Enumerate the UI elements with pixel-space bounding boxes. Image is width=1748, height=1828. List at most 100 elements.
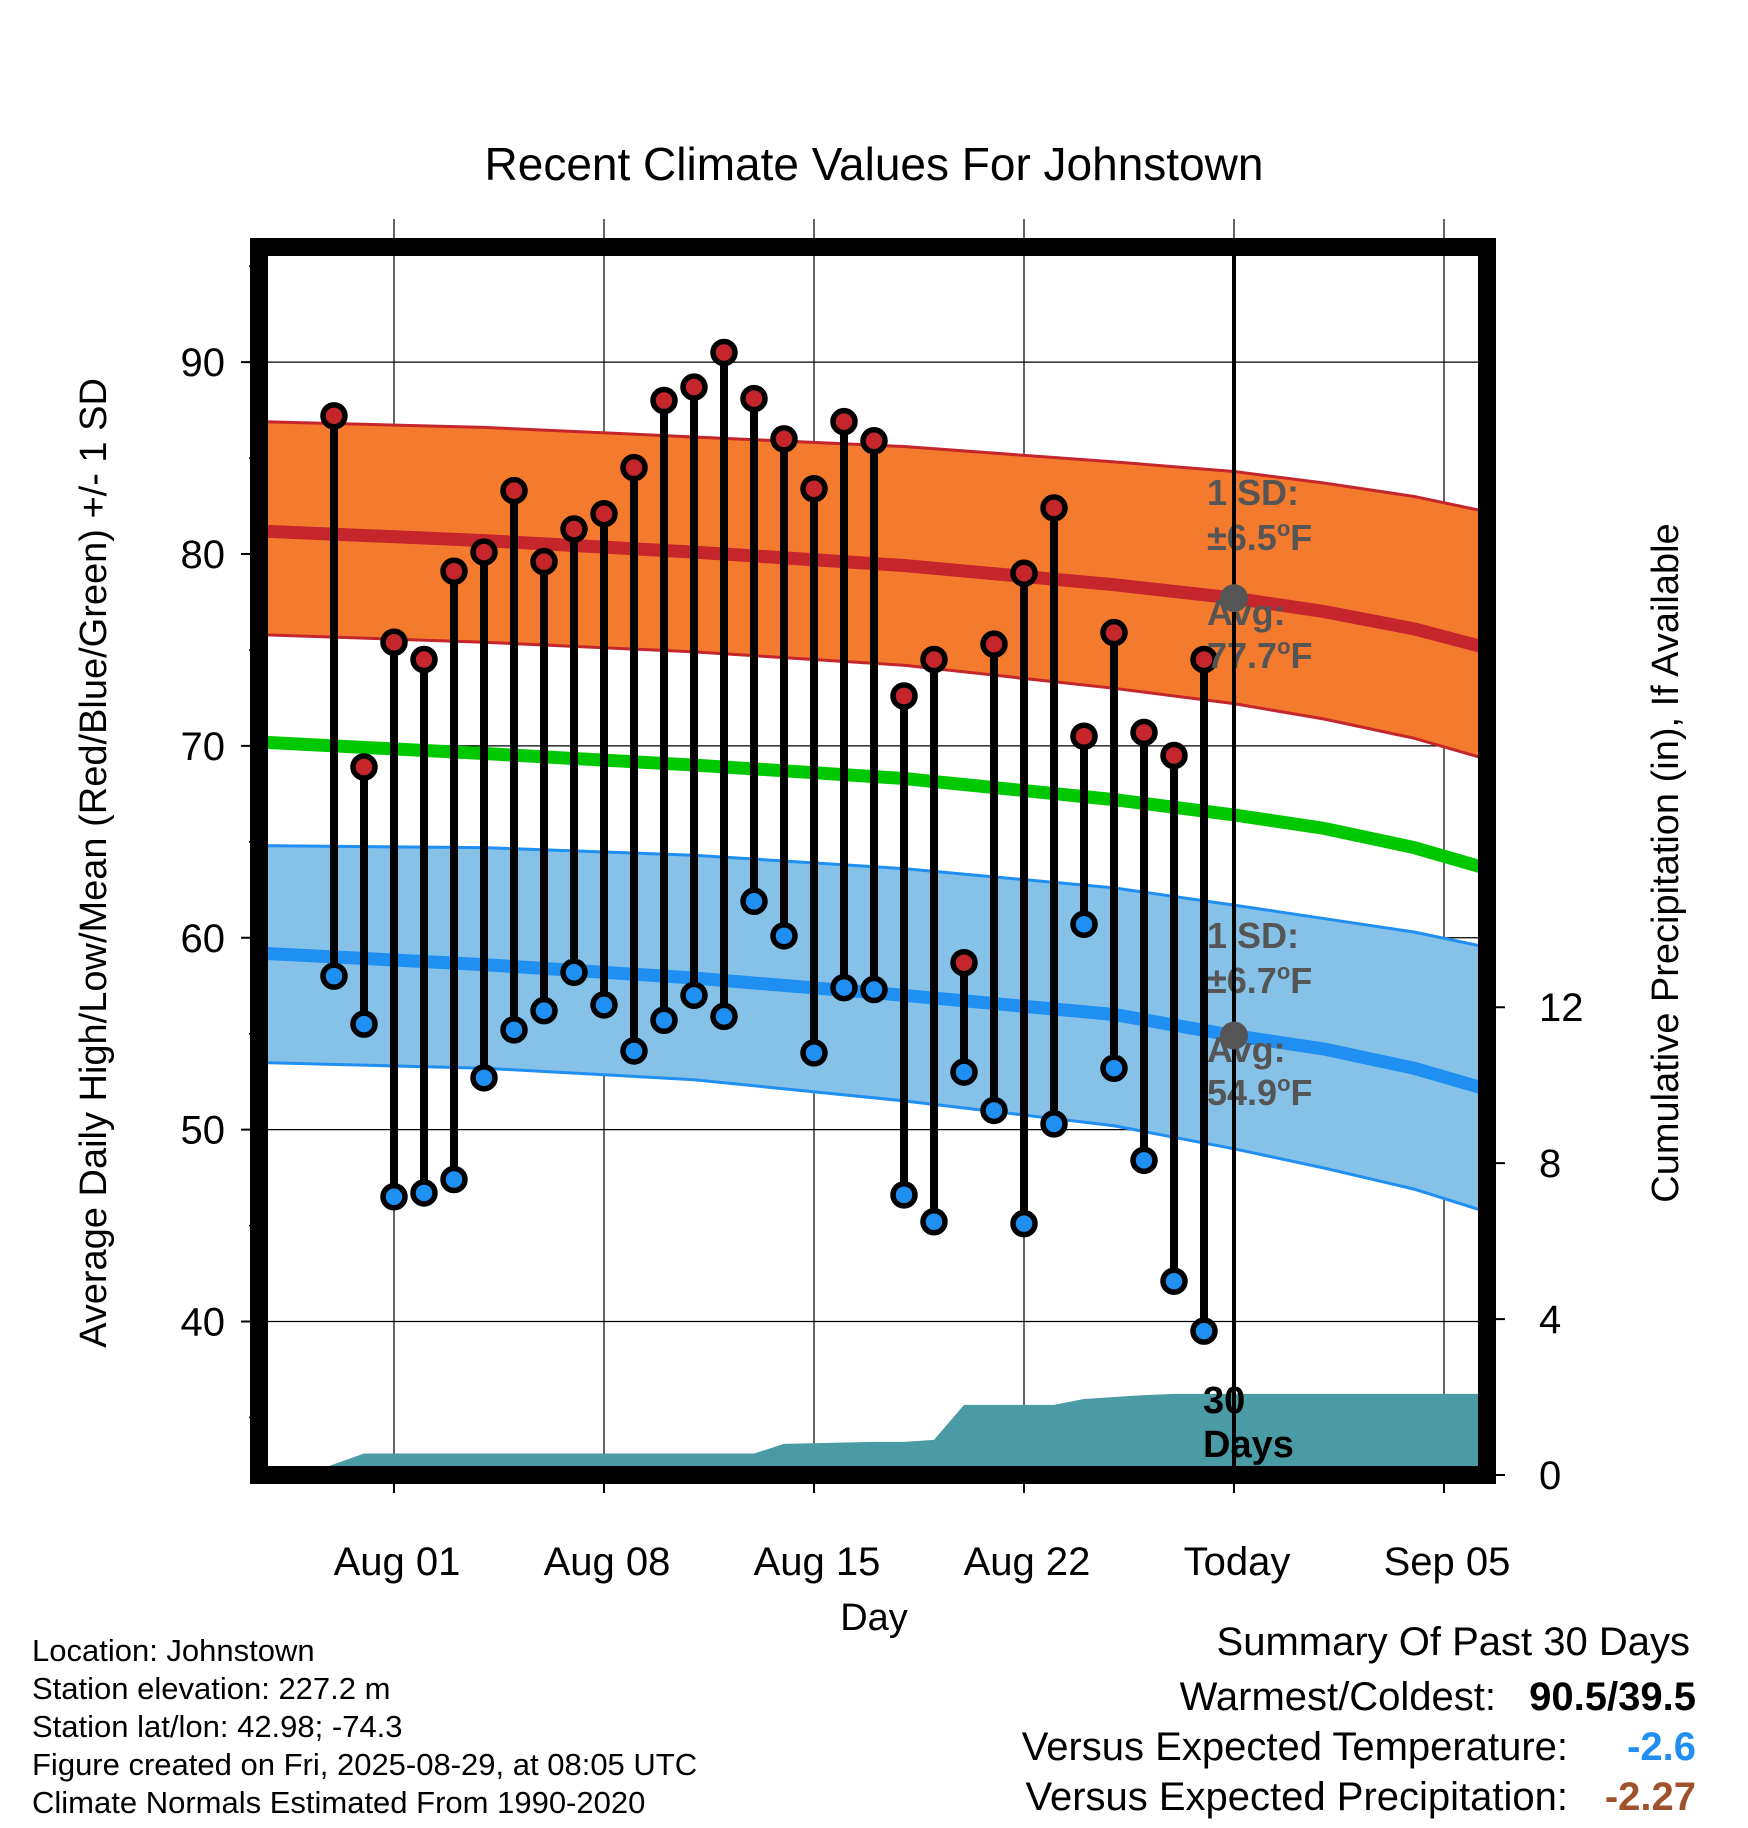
high-point [1100, 618, 1128, 647]
low-sd-lower-line [259, 1060, 1487, 1214]
summary-precip-value: -2.27 [1604, 1775, 1696, 1819]
high-point [740, 384, 768, 413]
high-sd-value: ±6.5oF [1207, 516, 1312, 558]
high-point [1190, 645, 1218, 674]
low-point [740, 887, 768, 916]
high-mean-line [259, 524, 1487, 655]
high-point [470, 538, 498, 566]
high-point [1070, 722, 1098, 751]
y2-axis-label: Cumulative Precipitation (in), If Availa… [1645, 523, 1687, 1202]
low-sd-band [259, 845, 1487, 1213]
low-point [590, 991, 618, 1019]
low-point [1130, 1146, 1158, 1175]
low-point [440, 1165, 468, 1194]
low-point [980, 1096, 1008, 1125]
high-point [1010, 559, 1038, 587]
x-axis-label: Day [840, 1597, 908, 1639]
daily-range-stems [330, 352, 1208, 1332]
high-point [860, 427, 888, 455]
summary-title: Summary Of Past 30 Days [1216, 1620, 1690, 1664]
low-sd-degree: o [1277, 959, 1290, 984]
low-sd-value: ±6.7oF [1207, 959, 1312, 1001]
x-tick-label: Aug 22 [964, 1540, 1091, 1584]
low-point [1190, 1317, 1218, 1345]
low-point [1070, 910, 1098, 939]
low-point [950, 1058, 978, 1086]
low-point [530, 996, 558, 1025]
high-point [590, 499, 618, 528]
low-point [380, 1183, 408, 1211]
y2-tick-label: 0 [1539, 1454, 1561, 1498]
footer-created: Figure created on Fri, 2025-08-29, at 08… [32, 1747, 698, 1782]
footer-latlon: Station lat/lon: 42.98; -74.3 [32, 1709, 403, 1744]
low-point [560, 958, 588, 987]
low-point [1010, 1209, 1038, 1238]
high-point [320, 402, 348, 430]
days-label-2: Days [1203, 1424, 1294, 1466]
high-point [410, 645, 438, 674]
low-point [1100, 1054, 1128, 1082]
low-avg-value: 54.9oF [1207, 1071, 1313, 1113]
chart-title: Recent Climate Values For Johnstown [485, 138, 1264, 190]
x-tick-label: Sep 05 [1384, 1540, 1511, 1584]
low-point [1040, 1110, 1068, 1138]
high-point [620, 453, 648, 482]
high-point [530, 547, 558, 576]
y2-tick-label: 4 [1539, 1298, 1561, 1342]
y2-tick-label: 8 [1539, 1142, 1561, 1186]
high-point [350, 753, 378, 781]
low-point [680, 981, 708, 1010]
high-avg-value: 77.7oF [1207, 634, 1313, 676]
low-point [500, 1016, 528, 1044]
high-point [710, 338, 738, 367]
high-point [770, 425, 798, 453]
x-tick-label: Today [1184, 1540, 1291, 1584]
low-point [350, 1010, 378, 1038]
days-label-1: 30 [1203, 1380, 1245, 1422]
axes: 40 50 60 70 80 90 0 4 8 12 Aug 01 Aug 08 Aug 15 Aug 2… [181, 265, 1584, 1584]
high-point [1130, 718, 1158, 747]
footer-normals: Climate Normals Estimated From 1990-2020 [32, 1785, 646, 1820]
high-point [890, 682, 918, 710]
summary-temp-value: -2.6 [1627, 1725, 1696, 1769]
summary-temp-label: Versus Expected Temperature: [1021, 1725, 1568, 1769]
summary-precip-label: Versus Expected Precipitation: [1025, 1775, 1568, 1819]
annotations: 1 SD: ±6.5oF Avg: 77.7oF 1 SD: ±6.7oF Av… [1203, 247, 1313, 1475]
high-avg-unit: F [1291, 635, 1313, 676]
low-point [830, 973, 858, 1002]
y-tick-label: 70 [181, 725, 226, 769]
high-point [440, 557, 468, 586]
low-sd-number: ±6.7 [1207, 960, 1277, 1001]
y-tick-label: 80 [181, 533, 226, 577]
x-tick-label: Aug 08 [544, 1540, 671, 1584]
high-avg-marker [1220, 584, 1248, 613]
low-point [620, 1037, 648, 1065]
low-point [650, 1006, 678, 1035]
x-tick-label: Aug 15 [754, 1540, 881, 1584]
high-point [1040, 494, 1068, 522]
low-avg-number: 54.9 [1207, 1072, 1277, 1113]
low-avg-unit: F [1291, 1072, 1313, 1113]
daily-points [320, 338, 1218, 1345]
y-tick-label: 40 [181, 1301, 226, 1345]
low-point [920, 1207, 948, 1236]
high-point [980, 630, 1008, 658]
plot-frame [250, 238, 1496, 1484]
low-point [1160, 1267, 1188, 1295]
high-point [920, 645, 948, 674]
low-point [860, 975, 888, 1004]
x-tick-label: Aug 01 [334, 1540, 461, 1584]
low-point [410, 1179, 438, 1207]
high-point [500, 476, 528, 505]
low-point [710, 1002, 738, 1031]
summary-warm-cold-value: 90.5/39.5 [1529, 1675, 1696, 1719]
low-sd-label: 1 SD: [1207, 915, 1299, 956]
y-tick-label: 50 [181, 1109, 226, 1153]
high-point [800, 475, 828, 503]
high-point [560, 515, 588, 543]
high-sd-unit: F [1290, 517, 1312, 558]
high-sd-label: 1 SD: [1207, 472, 1299, 513]
low-avg-degree: o [1277, 1071, 1290, 1096]
high-point [650, 386, 678, 415]
